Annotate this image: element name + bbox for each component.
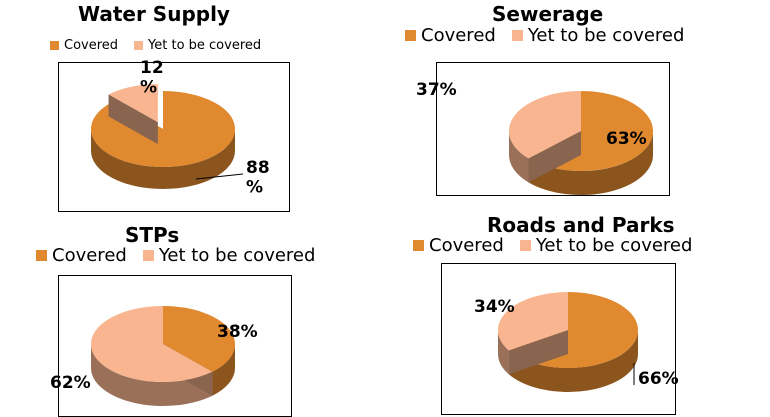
chart-title-roads-and-parks: Roads and Parks <box>487 213 675 237</box>
data-label-covered: 63% <box>606 129 647 149</box>
legend-swatch-covered <box>36 250 47 261</box>
chart-title-sewerage: Sewerage <box>492 2 604 26</box>
pie-slice-yet <box>108 84 158 145</box>
legend-label-covered: Covered <box>429 235 504 256</box>
data-label-yet: 62% <box>50 373 91 393</box>
pie-chart-sewerage: 63% 37% <box>416 80 653 195</box>
legend-label-covered: Covered <box>421 25 496 46</box>
pie-slice-yet <box>498 292 568 375</box>
legend-swatch-covered <box>413 240 424 251</box>
legend-roads-and-parks: Covered Yet to be covered <box>413 235 708 256</box>
pie-slice-top <box>498 292 568 351</box>
legend-swatch-covered <box>50 41 59 50</box>
pie-slice-side <box>91 129 235 189</box>
data-label-covered: 38% <box>217 322 258 342</box>
pie-slice-side <box>509 131 529 183</box>
pie-slice-side <box>508 330 638 392</box>
pie-slice-side <box>528 131 653 195</box>
legend-swatch-yet <box>142 250 154 261</box>
pie-slice-yet <box>509 91 581 183</box>
chart-title-water-supply: Water Supply <box>78 2 230 26</box>
pie-slice-top <box>163 306 235 372</box>
pie-slice-side <box>212 344 235 396</box>
chart-title-stps: STPs <box>125 223 180 247</box>
data-label-yet: 12% <box>140 58 164 98</box>
legend-swatch-yet <box>519 240 531 251</box>
pie-slice-edge <box>108 94 158 145</box>
legend-swatch-yet <box>511 30 523 41</box>
pie-slice-top <box>509 91 581 159</box>
legend-swatch-covered <box>405 30 416 41</box>
legend-label-yet: Yet to be covered <box>527 25 685 46</box>
pie-slice-top <box>91 306 213 382</box>
data-label-covered: 88% <box>246 158 270 198</box>
legend-label-covered: Covered <box>64 38 119 53</box>
legend-label-yet: Yet to be covered <box>535 235 693 256</box>
pie-slice-side <box>91 344 213 406</box>
data-label-yet: 37% <box>416 80 457 100</box>
legend-stps: Covered Yet to be covered <box>36 245 331 266</box>
legend-swatch-yet <box>134 41 144 50</box>
pie-slice-top <box>108 84 158 123</box>
legend-label-yet: Yet to be covered <box>148 38 262 53</box>
pie-slice-edge <box>528 131 581 183</box>
legend-water-supply: Covered Yet to be covered <box>50 38 277 53</box>
pie-chart-water-supply: 88 % 12% <box>91 58 270 198</box>
pie-slice-side <box>498 330 509 375</box>
legend-sewerage: Covered Yet to be covered <box>405 25 700 46</box>
leader-line <box>195 173 244 180</box>
legend-label-covered: Covered <box>52 245 127 266</box>
data-label-covered: 66% <box>638 369 679 389</box>
legend-label-yet: Yet to be covered <box>158 245 316 266</box>
data-label-yet: 34% <box>474 297 515 317</box>
pie-chart-stps: 38% 62% <box>50 306 258 406</box>
pie-slice-yet <box>91 306 213 406</box>
pie-chart-roads-and-parks: 66% 34% <box>474 292 679 392</box>
pie-slice-edge <box>508 330 568 375</box>
